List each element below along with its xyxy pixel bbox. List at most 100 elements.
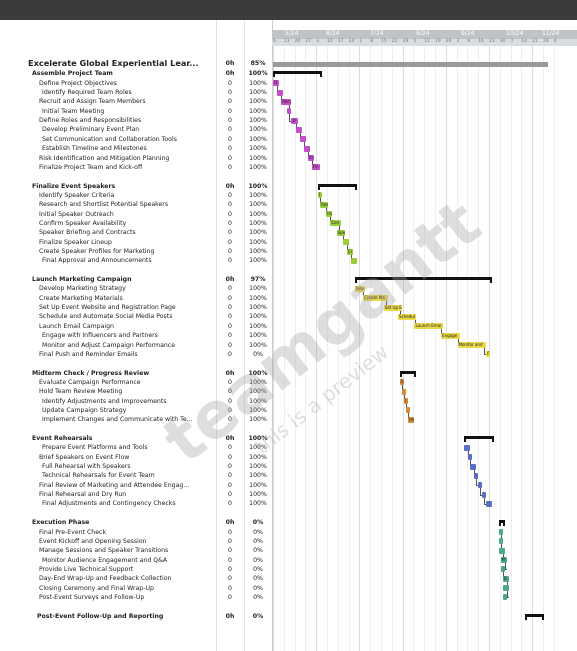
task-row[interactable]: Set Up Event Website and Registration Pa…: [28, 303, 272, 312]
task-bar[interactable]: Ri: [307, 155, 314, 161]
task-row[interactable]: Create Speaker Profiles for Marketing 0 10…: [28, 247, 272, 256]
task-row[interactable]: Final Adjustments and Contingency Checks…: [28, 499, 272, 508]
task-bar[interactable]: [498, 538, 503, 545]
group-summary-bar[interactable]: [400, 370, 417, 377]
task-bar[interactable]: I: [404, 398, 409, 405]
task-bar[interactable]: [277, 89, 284, 96]
task-row[interactable]: Develop Preliminary Event Plan 0 100%: [28, 125, 272, 134]
task-row[interactable]: Initial Team Meeting 0 100%: [28, 107, 272, 116]
task-bar[interactable]: [502, 585, 509, 592]
task-bar[interactable]: [473, 472, 478, 479]
task-row[interactable]: Update Campaign Strategy 0 100%: [28, 406, 272, 415]
task-row[interactable]: Manage Sessions and Speaker Transitions 0…: [28, 546, 272, 555]
task-row[interactable]: Final Pre-Event Check 0 0%: [28, 528, 272, 537]
task-row[interactable]: Define Project Objectives 0 100%: [28, 79, 272, 88]
task-bar[interactable]: Ini: [326, 211, 333, 218]
task-row[interactable]: Final Push and Reminder Emails 0 0%: [28, 350, 272, 359]
task-row[interactable]: Risk Identification and Mitigation Plann…: [28, 154, 272, 163]
task-bar[interactable]: [478, 482, 483, 489]
task-group-row[interactable]: Launch Marketing Campaign 0h 97%: [28, 275, 272, 284]
task-row[interactable]: Event Kickoff and Opening Session 0 0%: [28, 537, 272, 546]
task-group-row[interactable]: Assemble Project Team 0h 100%: [28, 69, 272, 78]
task-bar[interactable]: D: [273, 80, 280, 87]
task-row[interactable]: Recruit and Assign Team Members 0 100%: [28, 97, 272, 106]
task-row[interactable]: Day-End Wrap-Up and Feedback Collection 0…: [28, 574, 272, 583]
task-row[interactable]: Technical Rehearsals for Event Team 0 100%: [28, 471, 272, 480]
task-group-row[interactable]: Finalize Event Speakers 0h 100%: [28, 182, 272, 191]
task-row[interactable]: Provide Live Technical Support 0 0%: [28, 565, 272, 574]
task-group-row[interactable]: Event Rehearsals 0h 100%: [28, 434, 272, 443]
task-bar[interactable]: Cr: [346, 248, 353, 255]
task-bar[interactable]: [500, 566, 505, 573]
task-row[interactable]: Engage with Influencers and Partners 0 100…: [28, 331, 272, 340]
task-row[interactable]: Identify Adjustments and Improvements 0 10…: [28, 397, 272, 406]
task-bar[interactable]: Recr: [281, 98, 292, 105]
task-row[interactable]: Final Rehearsal and Dry Run 0 100%: [28, 490, 272, 499]
task-row[interactable]: Closing Ceremony and Final Wrap-Up 0 0%: [28, 584, 272, 593]
task-bar[interactable]: [498, 547, 505, 554]
task-bar[interactable]: [498, 529, 503, 535]
group-summary-bar[interactable]: [498, 520, 505, 527]
task-row[interactable]: Launch Email Campaign 0 100%: [28, 322, 272, 331]
task-bar[interactable]: Res: [320, 201, 329, 208]
task-row[interactable]: Research and Shortlist Potential Speaker…: [28, 200, 272, 209]
task-bar[interactable]: Schedul: [398, 313, 417, 320]
task-row[interactable]: Develop Marketing Strategy 0 100%: [28, 284, 272, 293]
task-row[interactable]: Establish Timeline and Milestones 0 100%: [28, 144, 272, 153]
task-bar[interactable]: Im: [408, 416, 415, 423]
task-row[interactable]: Monitor Audience Engagement and Q&A 0 0%: [28, 556, 272, 565]
task-row[interactable]: Hold Team Review Meeting 0 100%: [28, 387, 272, 396]
task-row[interactable]: Prepare Event Platforms and Tools 0 100%: [28, 443, 272, 452]
task-bar[interactable]: Set Up E: [383, 304, 403, 311]
task-row[interactable]: Initial Speaker Outreach 0 100%: [28, 210, 272, 219]
group-summary-bar[interactable]: [273, 71, 323, 78]
task-row[interactable]: Final Review of Marketing and Attendee E…: [28, 481, 272, 490]
task-group-row[interactable]: Post-Event Follow-Up and Reporting 0h 0%: [28, 612, 272, 621]
task-row[interactable]: Full Rehearsal with Speakers 0 100%: [28, 462, 272, 471]
task-row[interactable]: Define Roles and Responsibilities 0 100%: [28, 116, 272, 125]
task-bar[interactable]: F: [486, 351, 491, 358]
task-bar[interactable]: D: [291, 117, 298, 124]
task-bar[interactable]: Dev: [355, 285, 366, 292]
task-bar[interactable]: Fin: [311, 164, 321, 171]
task-bar[interactable]: Con: [330, 220, 341, 227]
task-bar[interactable]: [350, 257, 358, 264]
group-summary-bar[interactable]: [525, 613, 545, 620]
task-bar[interactable]: I: [318, 192, 323, 199]
task-bar[interactable]: [482, 491, 487, 498]
task-row[interactable]: Set Communication and Collaboration Tool…: [28, 135, 272, 144]
task-group-row[interactable]: Execution Phase 0h 0%: [28, 518, 272, 527]
task-bar[interactable]: [303, 145, 310, 152]
task-row[interactable]: Confirm Speaker Availability 0 100%: [28, 219, 272, 228]
task-row[interactable]: Monitor and Adjust Campaign Performance 0…: [28, 341, 272, 350]
task-row[interactable]: Identify Required Team Roles 0 100%: [28, 88, 272, 97]
task-row[interactable]: Final Approval and Announcements 0 100%: [28, 256, 272, 265]
task-row[interactable]: Speaker Briefing and Contracts 0 100%: [28, 228, 272, 237]
task-row[interactable]: Evaluate Campaign Performance 0 100%: [28, 378, 272, 387]
group-summary-bar[interactable]: [318, 183, 358, 190]
task-bar[interactable]: [467, 454, 472, 461]
task-row[interactable]: Identify Speaker Criteria 0 100%: [28, 191, 272, 200]
task-bar[interactable]: Spe: [336, 229, 345, 236]
task-bar[interactable]: E: [400, 379, 405, 386]
task-row[interactable]: Post-Event Surveys and Follow-Up 0 0%: [28, 593, 272, 602]
task-bar[interactable]: [299, 136, 306, 143]
task-bar[interactable]: [502, 594, 507, 601]
group-summary-bar[interactable]: [355, 277, 493, 284]
task-bar[interactable]: [402, 388, 407, 395]
task-row[interactable]: Implement Changes and Communicate with T…: [28, 415, 272, 424]
task-bar[interactable]: D: [502, 575, 509, 582]
task-bar[interactable]: Monitor and: [457, 342, 487, 348]
task-bar[interactable]: Engage: [441, 332, 460, 339]
task-bar[interactable]: Create Ma: [363, 295, 388, 302]
task-bar[interactable]: [486, 500, 493, 507]
task-bar[interactable]: [287, 108, 292, 115]
task-group-row[interactable]: Midterm Check / Progress Review 0h 100%: [28, 369, 272, 378]
task-row[interactable]: Schedule and Automate Social Media Posts…: [28, 312, 272, 321]
task-row[interactable]: Create Marketing Materials 0 100%: [28, 294, 272, 303]
task-bar[interactable]: [295, 126, 302, 133]
task-bar[interactable]: M: [500, 557, 507, 564]
task-bar[interactable]: [463, 444, 470, 451]
task-bar[interactable]: [406, 407, 411, 414]
group-summary-bar[interactable]: [463, 436, 495, 442]
